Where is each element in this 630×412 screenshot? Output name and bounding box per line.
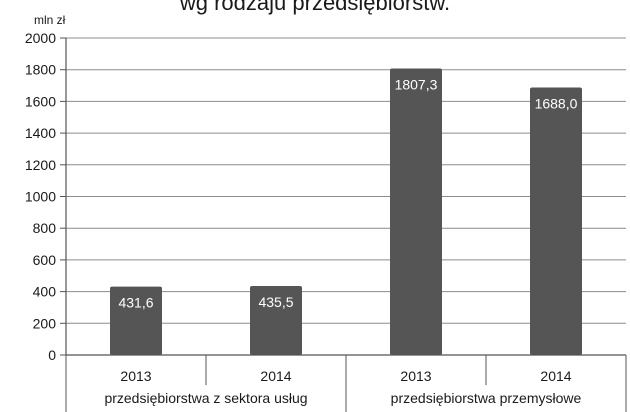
x-category-label: 2014 — [260, 368, 291, 384]
bar-value-label: 1688,0 — [535, 95, 578, 111]
y-tick-label: 600 — [33, 252, 57, 268]
y-tick-label: 1000 — [25, 189, 56, 205]
x-group-label: przedsiębiorstwa z sektora usług — [104, 390, 307, 406]
y-tick-label: 1800 — [25, 62, 56, 78]
x-category-label: 2014 — [540, 368, 571, 384]
x-category-label: 2013 — [400, 368, 431, 384]
bar-value-label: 431,6 — [118, 295, 153, 311]
y-tick-label: 1600 — [25, 93, 56, 109]
x-category-label: 2013 — [120, 368, 151, 384]
bar-value-label: 1807,3 — [395, 77, 438, 93]
bar-value-label: 435,5 — [258, 294, 293, 310]
y-tick-label: 2000 — [25, 30, 56, 46]
bars: 431,6 435,5 1807,3 1688,0 — [110, 69, 582, 355]
bar — [530, 87, 582, 355]
y-tick-label: 200 — [33, 315, 57, 331]
y-tick-label: 400 — [33, 284, 57, 300]
bar — [390, 69, 442, 355]
y-tick-label: 0 — [48, 347, 56, 363]
y-tick-label: 1200 — [25, 157, 56, 173]
y-tick-label: 1400 — [25, 125, 56, 141]
chart-title: wg rodzaju przedsiębiorstw. — [179, 0, 450, 15]
y-tick-label: 800 — [33, 220, 57, 236]
x-group-label: przedsiębiorstwa przemysłowe — [391, 390, 582, 406]
y-axis-unit-label: mln zł — [34, 13, 66, 27]
